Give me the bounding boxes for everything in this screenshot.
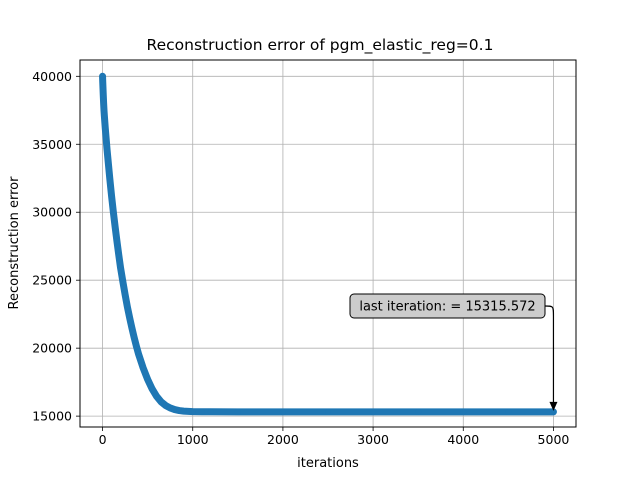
data-point <box>113 238 120 245</box>
data-point <box>234 408 241 415</box>
x-tick-label: 1000 <box>177 432 209 447</box>
data-point <box>99 78 106 85</box>
annotation-text: last iteration: = 15315.572 <box>359 300 535 315</box>
data-point <box>325 408 331 415</box>
data-point <box>122 291 129 298</box>
data-point <box>103 135 110 142</box>
data-point <box>370 408 377 415</box>
data-point <box>171 406 178 413</box>
annotation-arrow <box>544 305 555 406</box>
y-axis: 15000 20000 25000 30000 35000 40000 <box>32 69 80 424</box>
data-point <box>99 73 106 80</box>
plot-frame <box>79 59 577 428</box>
last-iteration-annotation: last iteration: = 15315.572 <box>349 293 558 411</box>
data-point <box>550 408 557 415</box>
y-tick-label: 35000 <box>32 137 72 152</box>
data-point <box>101 112 108 119</box>
data-point <box>460 408 467 415</box>
data-point <box>162 402 169 409</box>
data-point <box>104 156 111 163</box>
data-point <box>100 107 107 114</box>
data-point <box>102 124 109 131</box>
data-point <box>128 324 135 331</box>
chart-title: Reconstruction error of pgm_elastic_reg=… <box>147 36 494 55</box>
data-point <box>167 404 174 411</box>
data-point <box>189 408 196 415</box>
y-axis-label: Reconstruction error <box>7 176 22 310</box>
data-point <box>279 408 286 415</box>
data-point <box>100 100 107 107</box>
data-point <box>115 252 122 259</box>
y-tick-label: 15000 <box>32 409 72 424</box>
grid <box>80 60 576 427</box>
data-point <box>126 314 133 321</box>
data-point <box>104 146 111 153</box>
data-point <box>207 408 214 415</box>
data-point <box>149 385 156 392</box>
data-point <box>105 165 112 172</box>
annotation-arrowhead <box>549 401 558 411</box>
x-tick-label: 0 <box>99 432 107 447</box>
data-point <box>180 408 187 415</box>
data-point <box>153 393 160 400</box>
data-point <box>135 351 142 358</box>
data-point <box>110 209 117 216</box>
data-point <box>124 303 131 310</box>
data-point <box>140 364 147 371</box>
data-point <box>117 264 124 271</box>
data-point <box>198 408 205 415</box>
annotation-box <box>349 293 546 319</box>
data-point <box>133 343 140 350</box>
x-tick-label: 2000 <box>267 432 299 447</box>
x-tick-label: 5000 <box>538 432 570 447</box>
data-point <box>100 92 107 99</box>
data-point <box>106 175 113 182</box>
x-axis-label: iterations <box>297 456 359 471</box>
y-tick-label: 25000 <box>32 273 72 288</box>
data-point <box>176 407 183 414</box>
series-0 <box>99 72 557 416</box>
data-point <box>144 376 151 383</box>
y-tick-label: 40000 <box>32 69 72 84</box>
x-axis: 0 1000 2000 3000 4000 5000 <box>99 427 570 447</box>
y-tick-label: 30000 <box>32 205 72 220</box>
x-tick-label: 4000 <box>447 432 479 447</box>
x-tick-label: 3000 <box>357 432 389 447</box>
data-point <box>158 398 165 405</box>
data-point <box>107 184 114 191</box>
series-layer <box>99 72 557 416</box>
data-point <box>119 278 126 285</box>
y-tick-label: 20000 <box>32 341 72 356</box>
data-point <box>505 408 512 415</box>
data-point <box>99 85 106 92</box>
data-point <box>415 408 422 415</box>
data-point <box>131 334 138 341</box>
data-point <box>108 192 115 199</box>
data-point <box>112 224 119 231</box>
